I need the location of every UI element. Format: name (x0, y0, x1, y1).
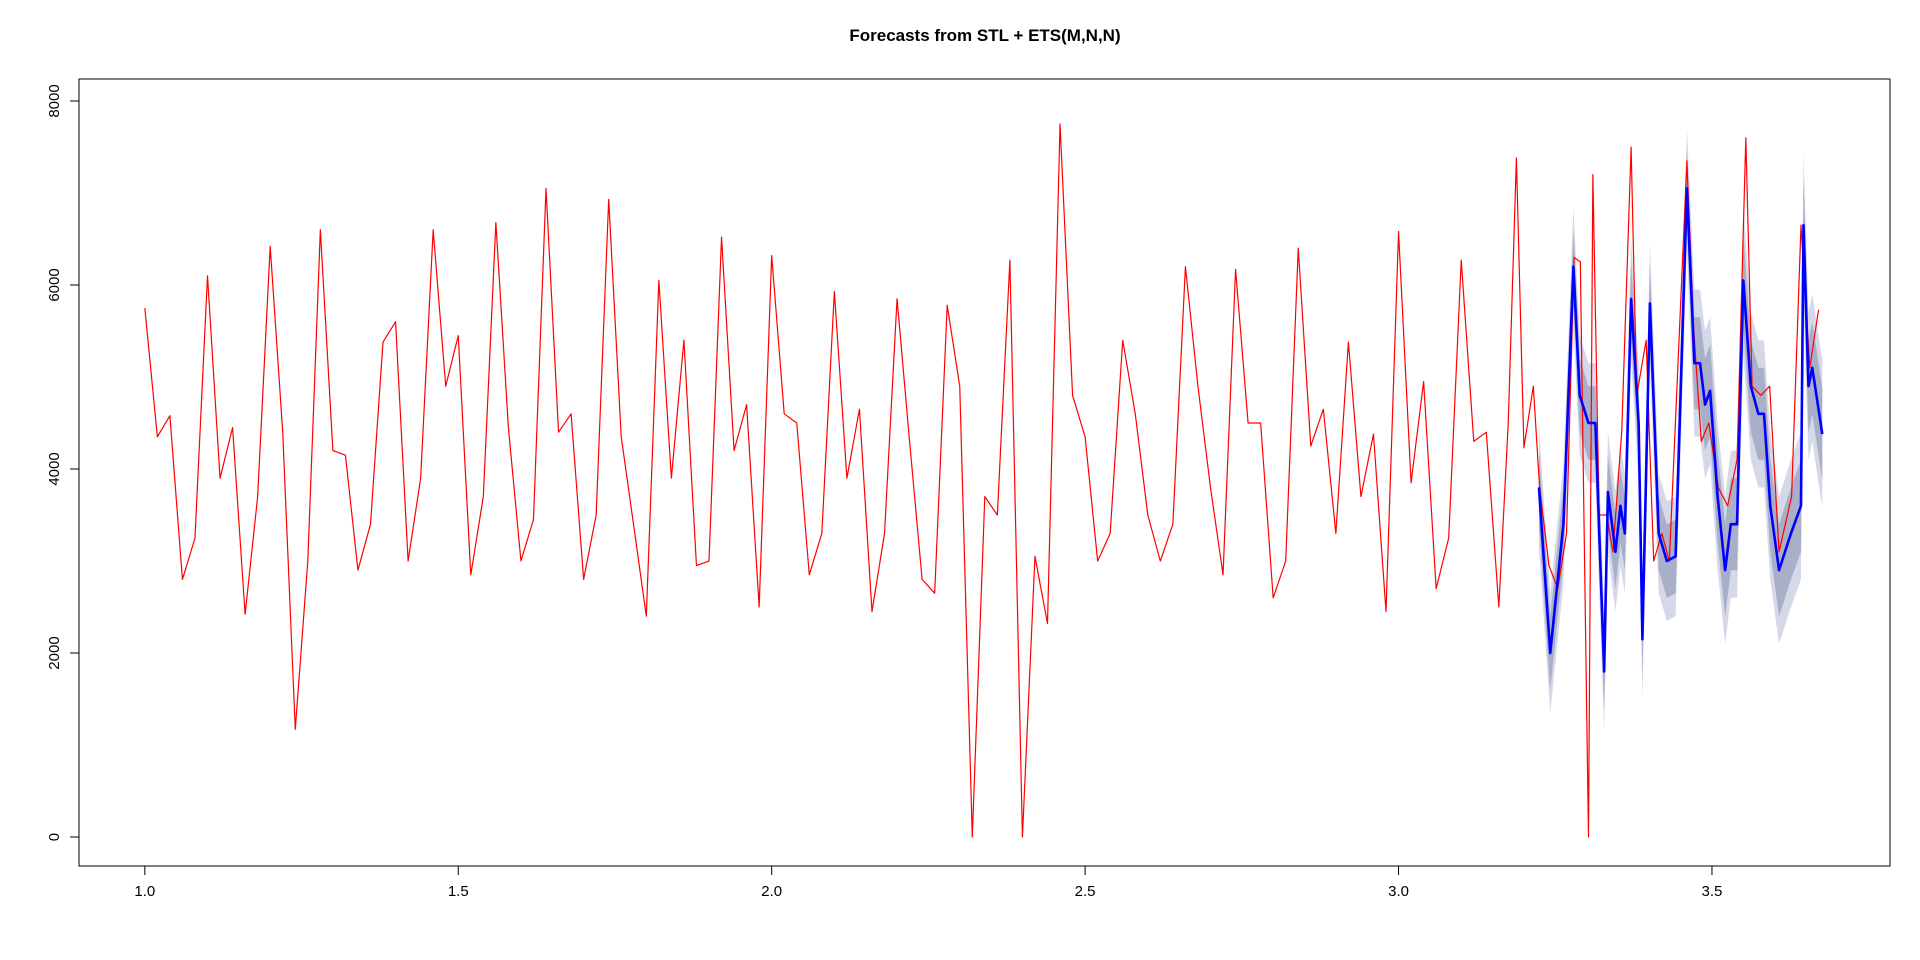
x-tick-label: 2.5 (1075, 883, 1096, 900)
x-tick-label: 3.5 (1702, 883, 1723, 900)
forecast-line (1537, 187, 1824, 673)
x-tick-label: 2.0 (761, 883, 782, 900)
series-line (144, 123, 1820, 838)
y-tick-label: 6000 (46, 268, 63, 301)
y-tick-label: 4000 (46, 452, 63, 485)
chart-title: Forecasts from STL + ETS(M,N,N) (849, 26, 1120, 45)
x-tick-label: 1.5 (448, 883, 469, 900)
x-tick-label: 1.0 (134, 883, 155, 900)
plot-frame (78, 78, 1891, 867)
y-tick-label: 8000 (46, 84, 63, 117)
y-tick-label: 2000 (46, 636, 63, 669)
x-tick-label: 3.0 (1388, 883, 1409, 900)
y-tick-label: 0 (46, 833, 63, 841)
